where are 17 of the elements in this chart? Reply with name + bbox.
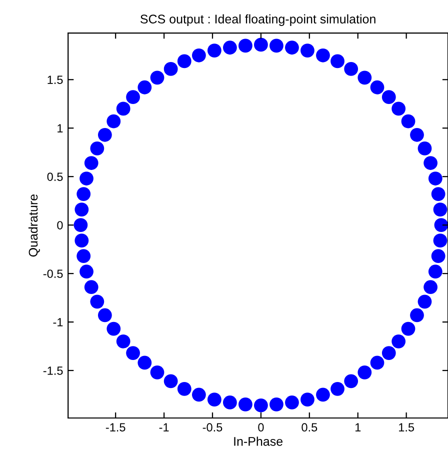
x-tick-label: 0 [258,423,264,432]
x-tick-label: -0.5 [202,423,222,432]
y-axis-title: Quadrature [28,194,40,257]
y-tick-label: -1 [53,318,63,326]
chart-title: SCS output : Ideal floating-point simulation [140,14,376,26]
y-tick-label: 0.5 [47,172,63,181]
y-tick-label: 0 [57,221,63,230]
y-tick-label: 1 [58,124,63,132]
y-tick-label: -1.5 [43,366,63,375]
x-axis-title: In-Phase [234,436,283,446]
x-tick-label: -1 [159,423,169,432]
x-tick-label: 0.5 [302,423,318,432]
x-tick-label: -1.5 [106,423,126,432]
y-tick-label: -0.5 [43,270,63,278]
y-tick-label: 1.5 [48,76,63,84]
x-tick-label: 1.5 [399,423,414,432]
x-tick-label: 1 [355,423,361,432]
